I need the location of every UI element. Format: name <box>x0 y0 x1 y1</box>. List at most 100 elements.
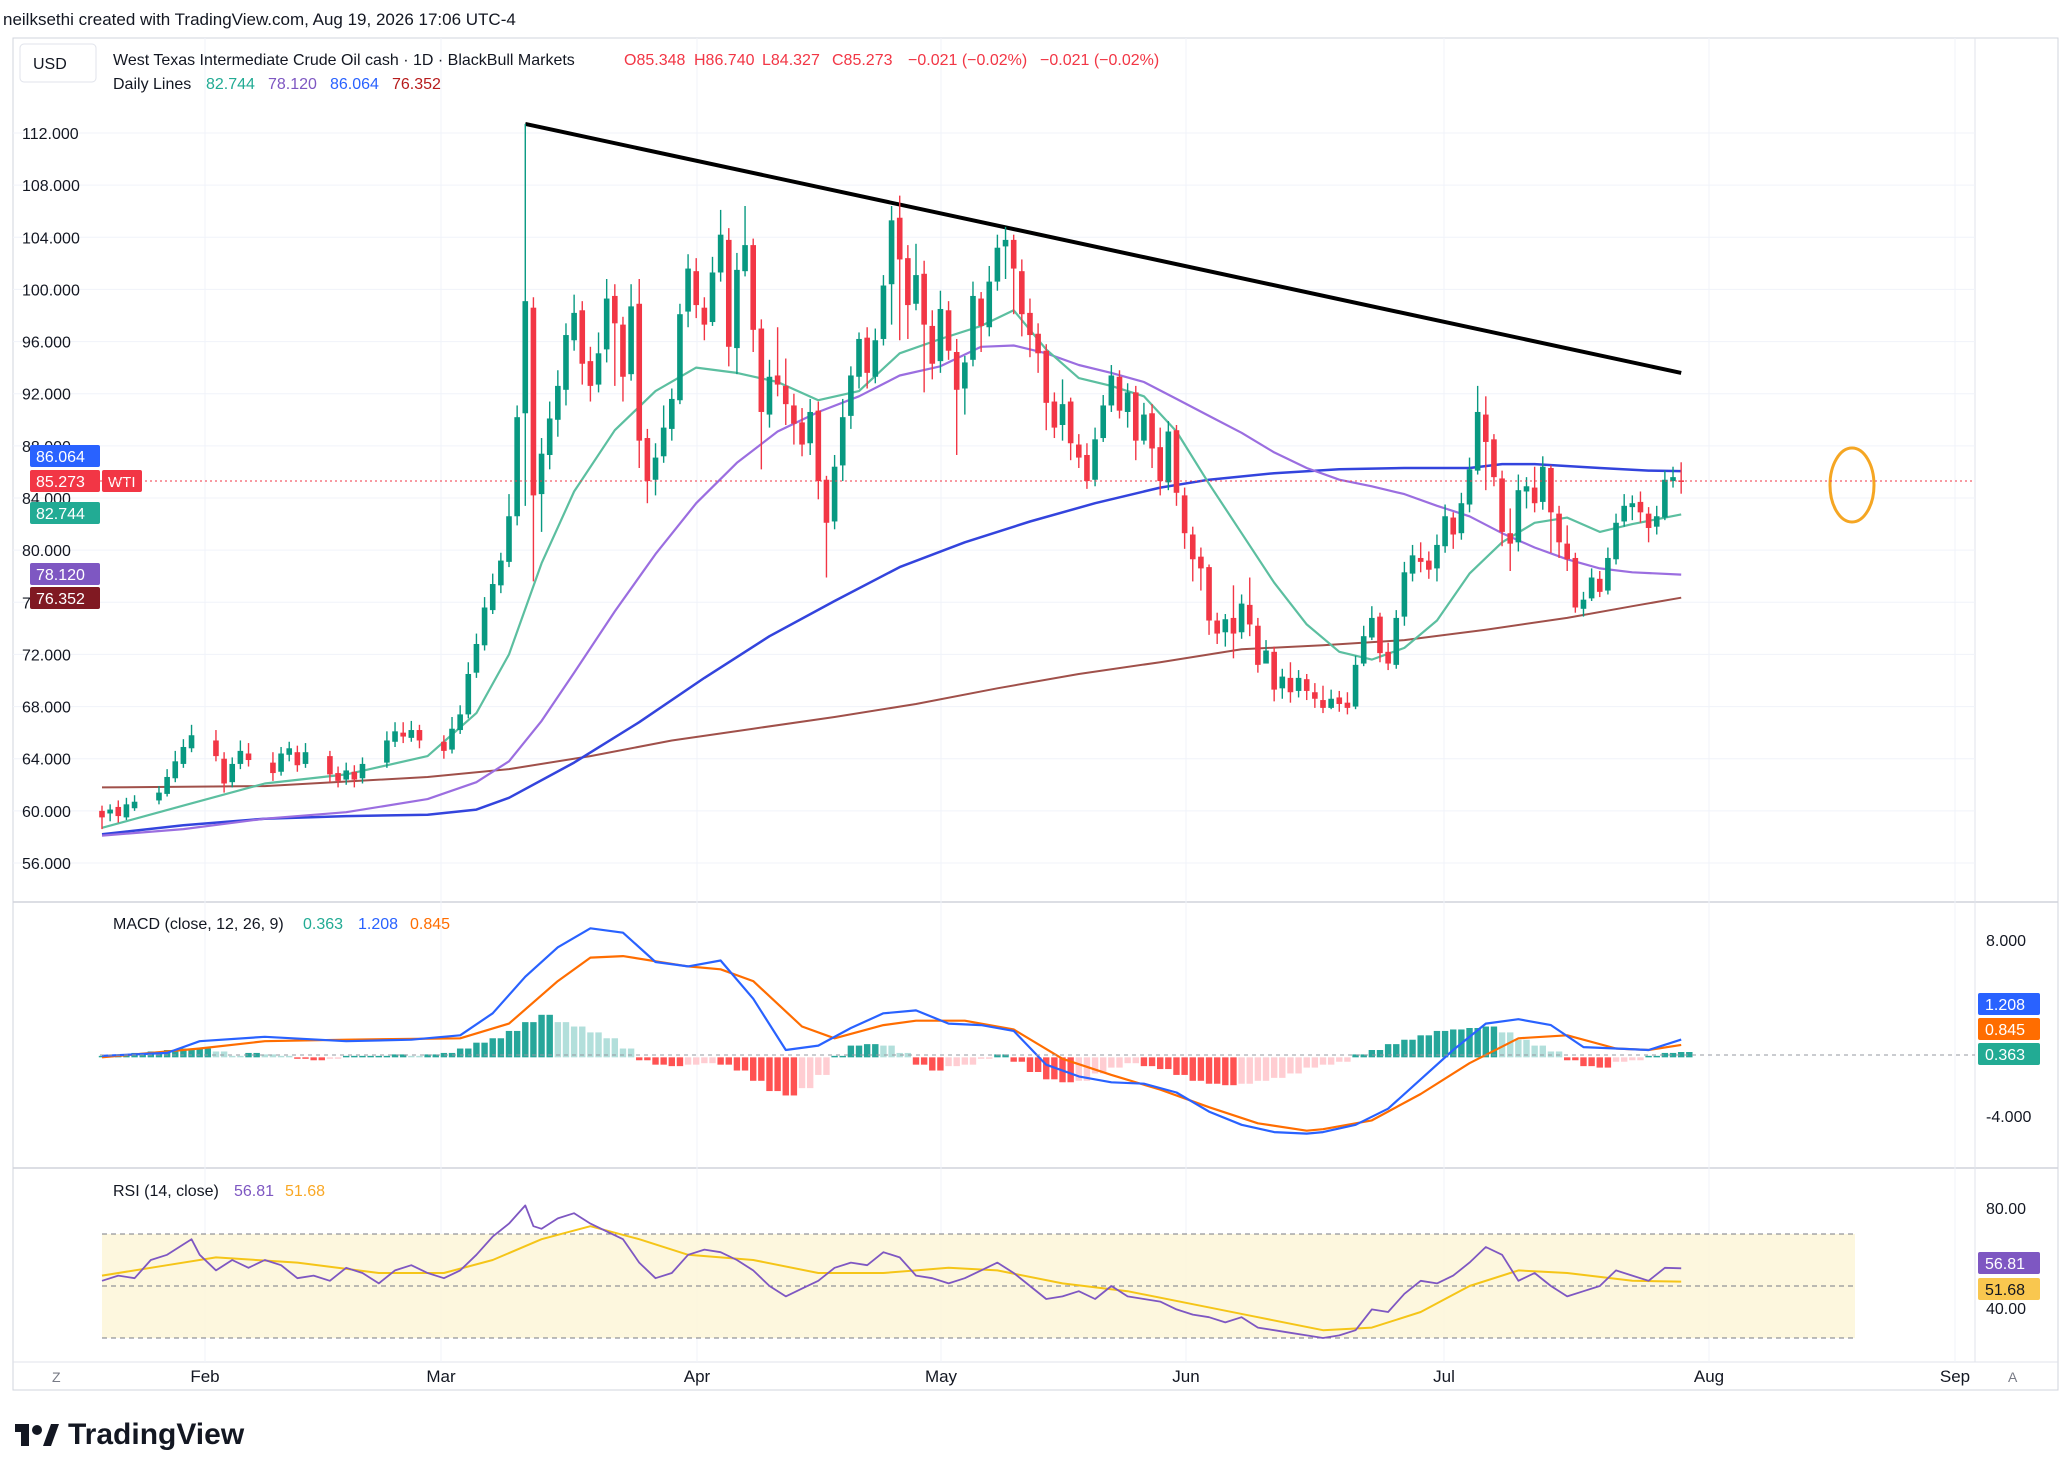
highlight-circle <box>1828 446 1876 524</box>
macd-histogram-bar <box>229 1055 236 1058</box>
macd-histogram-bar <box>1629 1057 1636 1061</box>
candle-body <box>880 285 887 339</box>
macd-series <box>98 927 1693 1135</box>
macd-histogram-bar <box>1213 1057 1221 1084</box>
candle-body <box>636 303 643 441</box>
rsi-badge-bg <box>1978 1278 2040 1300</box>
macd-histogram-bar <box>1157 1057 1164 1070</box>
macd-histogram-bar <box>1246 1057 1253 1084</box>
macd-histogram-bar <box>196 1048 203 1058</box>
daily-lines-value-3: 86.064 <box>330 76 379 93</box>
macd-histogram-bar <box>652 1057 659 1065</box>
ohlc-change-2: −0.021 (−0.02%) <box>1040 52 1159 69</box>
macd-histogram-bar <box>424 1054 431 1058</box>
candle-body <box>587 361 594 386</box>
candle-body <box>514 417 520 517</box>
candle-body <box>831 466 838 522</box>
macd-histogram-bar <box>1368 1050 1376 1058</box>
candle-body <box>221 758 227 784</box>
candle-body <box>799 422 805 445</box>
candle-body <box>1198 556 1204 569</box>
candle-body <box>481 607 488 646</box>
candle-body <box>1141 414 1147 441</box>
candle-body <box>962 362 968 389</box>
price-badge-text: 85.273 <box>36 474 85 491</box>
candle-body <box>1474 411 1481 471</box>
macd-histogram-bar <box>1075 1057 1082 1081</box>
ohlc-low: L84.327 <box>762 52 820 69</box>
macd-axis-label: 8.000 <box>1986 933 2026 950</box>
candle-body <box>1483 414 1489 442</box>
macd-histogram-bar <box>1401 1039 1408 1058</box>
macd-histogram-bar <box>790 1057 798 1096</box>
candle-body <box>758 328 765 412</box>
macd-histogram-bar <box>1279 1057 1286 1078</box>
rsi-series <box>101 1204 1682 1339</box>
daily-lines-value-1: 82.744 <box>206 76 255 93</box>
candle-body <box>1312 692 1318 699</box>
macd-histogram-bar <box>1677 1052 1685 1058</box>
candle-body <box>99 810 105 818</box>
macd-histogram-bar <box>1205 1057 1213 1084</box>
macd-histogram-bar <box>1026 1057 1034 1072</box>
macd-histogram-bar <box>806 1057 814 1089</box>
zoom-reset-z[interactable]: Z <box>52 1369 61 1385</box>
price-badge-text: 78.120 <box>36 567 85 584</box>
macd-histogram-bar <box>188 1048 195 1058</box>
macd-histogram-bar <box>261 1054 268 1058</box>
candle-body <box>1173 430 1180 493</box>
candle-body <box>1613 522 1619 560</box>
macd-histogram-bar <box>1498 1032 1506 1058</box>
symbol-name[interactable]: West Texas Intermediate Crude Oil cash ·… <box>113 52 575 69</box>
candle-body <box>823 479 830 523</box>
candle-body <box>489 584 496 611</box>
macd-histogram-bar <box>904 1052 912 1058</box>
macd-histogram-bar <box>701 1057 708 1064</box>
macd-histogram-bar <box>945 1057 952 1067</box>
price-badge-bg <box>30 470 100 492</box>
macd-histogram-bar <box>1083 1057 1091 1081</box>
time-axis-label: Jun <box>1172 1367 1199 1386</box>
time-axis[interactable]: Feb Mar Apr May Jun Jul Aug Sep <box>190 1367 1970 1386</box>
macd-label[interactable]: MACD (close, 12, 26, 9) <box>113 916 284 933</box>
candle-body <box>1271 651 1277 690</box>
candle-body <box>1409 555 1416 574</box>
macd-histogram-bar <box>1344 1057 1351 1062</box>
macd-histogram-bar <box>456 1048 464 1058</box>
candle-body <box>669 398 675 429</box>
candle-body <box>742 245 748 272</box>
candle-body <box>571 312 577 341</box>
candle-body <box>1393 617 1400 665</box>
chart-frame <box>12 37 2059 1391</box>
candle-body <box>164 776 170 794</box>
candle-body <box>994 247 1001 282</box>
candle-body <box>848 375 854 416</box>
macd-value-hist: 0.363 <box>303 916 343 933</box>
rsi-label[interactable]: RSI (14, close) <box>113 1183 219 1200</box>
candle-body <box>913 275 919 304</box>
candle-body <box>1263 650 1269 664</box>
macd-histogram-bar <box>1295 1057 1302 1074</box>
candle-body <box>1076 444 1082 458</box>
time-axis-label: Apr <box>684 1367 711 1386</box>
auto-scale-a[interactable]: A <box>2008 1369 2018 1385</box>
macd-histogram-bar <box>1466 1028 1473 1058</box>
candle-body <box>107 809 113 814</box>
macd-histogram-bar <box>920 1057 928 1065</box>
candle-body <box>465 673 472 715</box>
macd-histogram-bar <box>1645 1055 1652 1058</box>
candle-body <box>286 748 293 755</box>
currency-button[interactable] <box>19 43 97 83</box>
macd-histogram-bar <box>1254 1057 1262 1081</box>
candle-body <box>1214 620 1220 634</box>
candle-body <box>603 298 610 350</box>
macd-histogram-bar <box>310 1057 317 1061</box>
candle-body <box>188 735 195 749</box>
macd-histogram-bar <box>977 1057 985 1059</box>
candle-body <box>1019 271 1025 315</box>
candle-body <box>1116 376 1123 411</box>
daily-lines-label[interactable]: Daily Lines <box>113 76 191 93</box>
candle-body <box>1051 401 1058 428</box>
candle-body <box>131 801 138 809</box>
